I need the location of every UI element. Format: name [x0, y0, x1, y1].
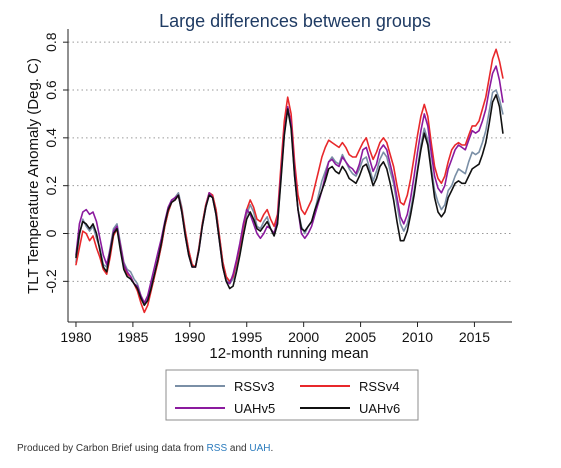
- axes: -0.2 0 0.2 0.4 0.6 0.8 1980 1985 1990 1995 2000 200…: [43, 29, 512, 345]
- footer-credit: Produced by Carbon Brief using data from…: [17, 443, 273, 454]
- x-tick-label: 2010: [402, 329, 433, 345]
- footer-text: Produced by Carbon Brief using data from: [17, 443, 207, 454]
- grid: [68, 41, 512, 282]
- chart-title: Large differences between groups: [159, 11, 431, 31]
- series-line-rssv4: [75, 48, 504, 314]
- x-tick-label: 2000: [288, 329, 319, 345]
- legend-label-rssv4: RSSv4: [359, 379, 399, 394]
- series-lines: [75, 48, 504, 314]
- y-tick-label: 0: [43, 229, 59, 237]
- y-tick-label: -0.2: [43, 269, 59, 293]
- legend-label-rssv3: RSSv3: [234, 379, 274, 394]
- y-axis-label: TLT Temperature Anomaly (Deg. C): [25, 58, 42, 294]
- y-tick-label: 0.2: [43, 176, 59, 196]
- x-tick-label: 2005: [345, 329, 376, 345]
- legend-label-uahv6: UAHv6: [359, 401, 400, 416]
- legend-box: [165, 369, 419, 421]
- legend-label-uahv5: UAHv5: [234, 401, 275, 416]
- y-tick-label: 0.6: [43, 80, 59, 100]
- uah-link[interactable]: UAH: [249, 443, 271, 454]
- series-line-uahv5: [75, 65, 504, 304]
- footer-text-end: .: [270, 443, 274, 454]
- x-axis-label: 12-month running mean: [209, 345, 368, 362]
- legend: RSSv3 RSSv4 UAHv5 UAHv6: [165, 369, 419, 421]
- x-tick-label: 1995: [231, 329, 262, 345]
- footer-text-middle: and: [227, 443, 250, 454]
- rss-link[interactable]: RSS: [206, 443, 228, 454]
- series-line-uahv6: [75, 94, 504, 307]
- y-tick-label: 0.8: [43, 32, 59, 52]
- y-tick-label: 0.4: [43, 128, 59, 148]
- x-tick-label: 1990: [174, 329, 205, 345]
- x-tick-label: 1980: [60, 329, 91, 345]
- x-tick-label: 1985: [117, 329, 148, 345]
- x-tick-label: 2015: [459, 329, 490, 345]
- chart: Large differences between groups -0.2 0 0.…: [25, 11, 512, 421]
